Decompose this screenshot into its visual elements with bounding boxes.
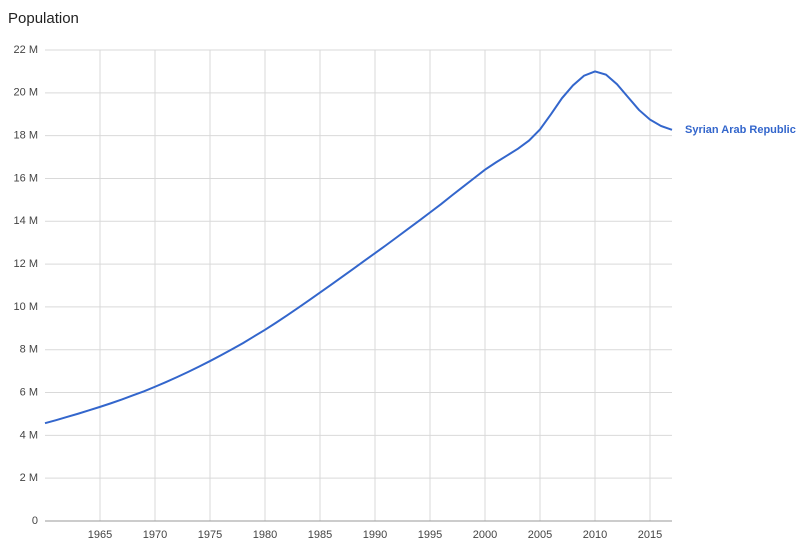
y-tick-label: 20 M — [14, 87, 38, 99]
x-tick-label: 1970 — [143, 529, 167, 541]
x-tick-label: 2005 — [528, 529, 552, 541]
x-tick-label: 2015 — [638, 529, 662, 541]
x-tick-label: 1990 — [363, 529, 387, 541]
y-tick-label: 22 M — [14, 44, 38, 56]
x-tick-label: 1975 — [198, 529, 222, 541]
y-tick-label: 8 M — [20, 344, 38, 356]
y-tick-label: 18 M — [14, 130, 38, 142]
x-tick-label: 1965 — [88, 529, 112, 541]
y-tick-label: 10 M — [14, 301, 38, 313]
x-tick-label: 1985 — [308, 529, 332, 541]
series-label: Syrian Arab Republic — [685, 124, 796, 136]
x-tick-label: 2010 — [583, 529, 607, 541]
y-tick-label: 14 M — [14, 215, 38, 227]
x-tick-label: 2000 — [473, 529, 497, 541]
y-tick-label: 2 M — [20, 472, 38, 484]
y-tick-label: 16 M — [14, 172, 38, 184]
chart-title: Population — [8, 10, 79, 27]
x-tick-label: 1980 — [253, 529, 277, 541]
x-tick-label: 1995 — [418, 529, 442, 541]
y-tick-label: 6 M — [20, 386, 38, 398]
y-tick-label: 0 — [32, 515, 38, 527]
y-tick-label: 4 M — [20, 429, 38, 441]
line-series — [44, 70, 673, 425]
y-tick-label: 12 M — [14, 258, 38, 270]
